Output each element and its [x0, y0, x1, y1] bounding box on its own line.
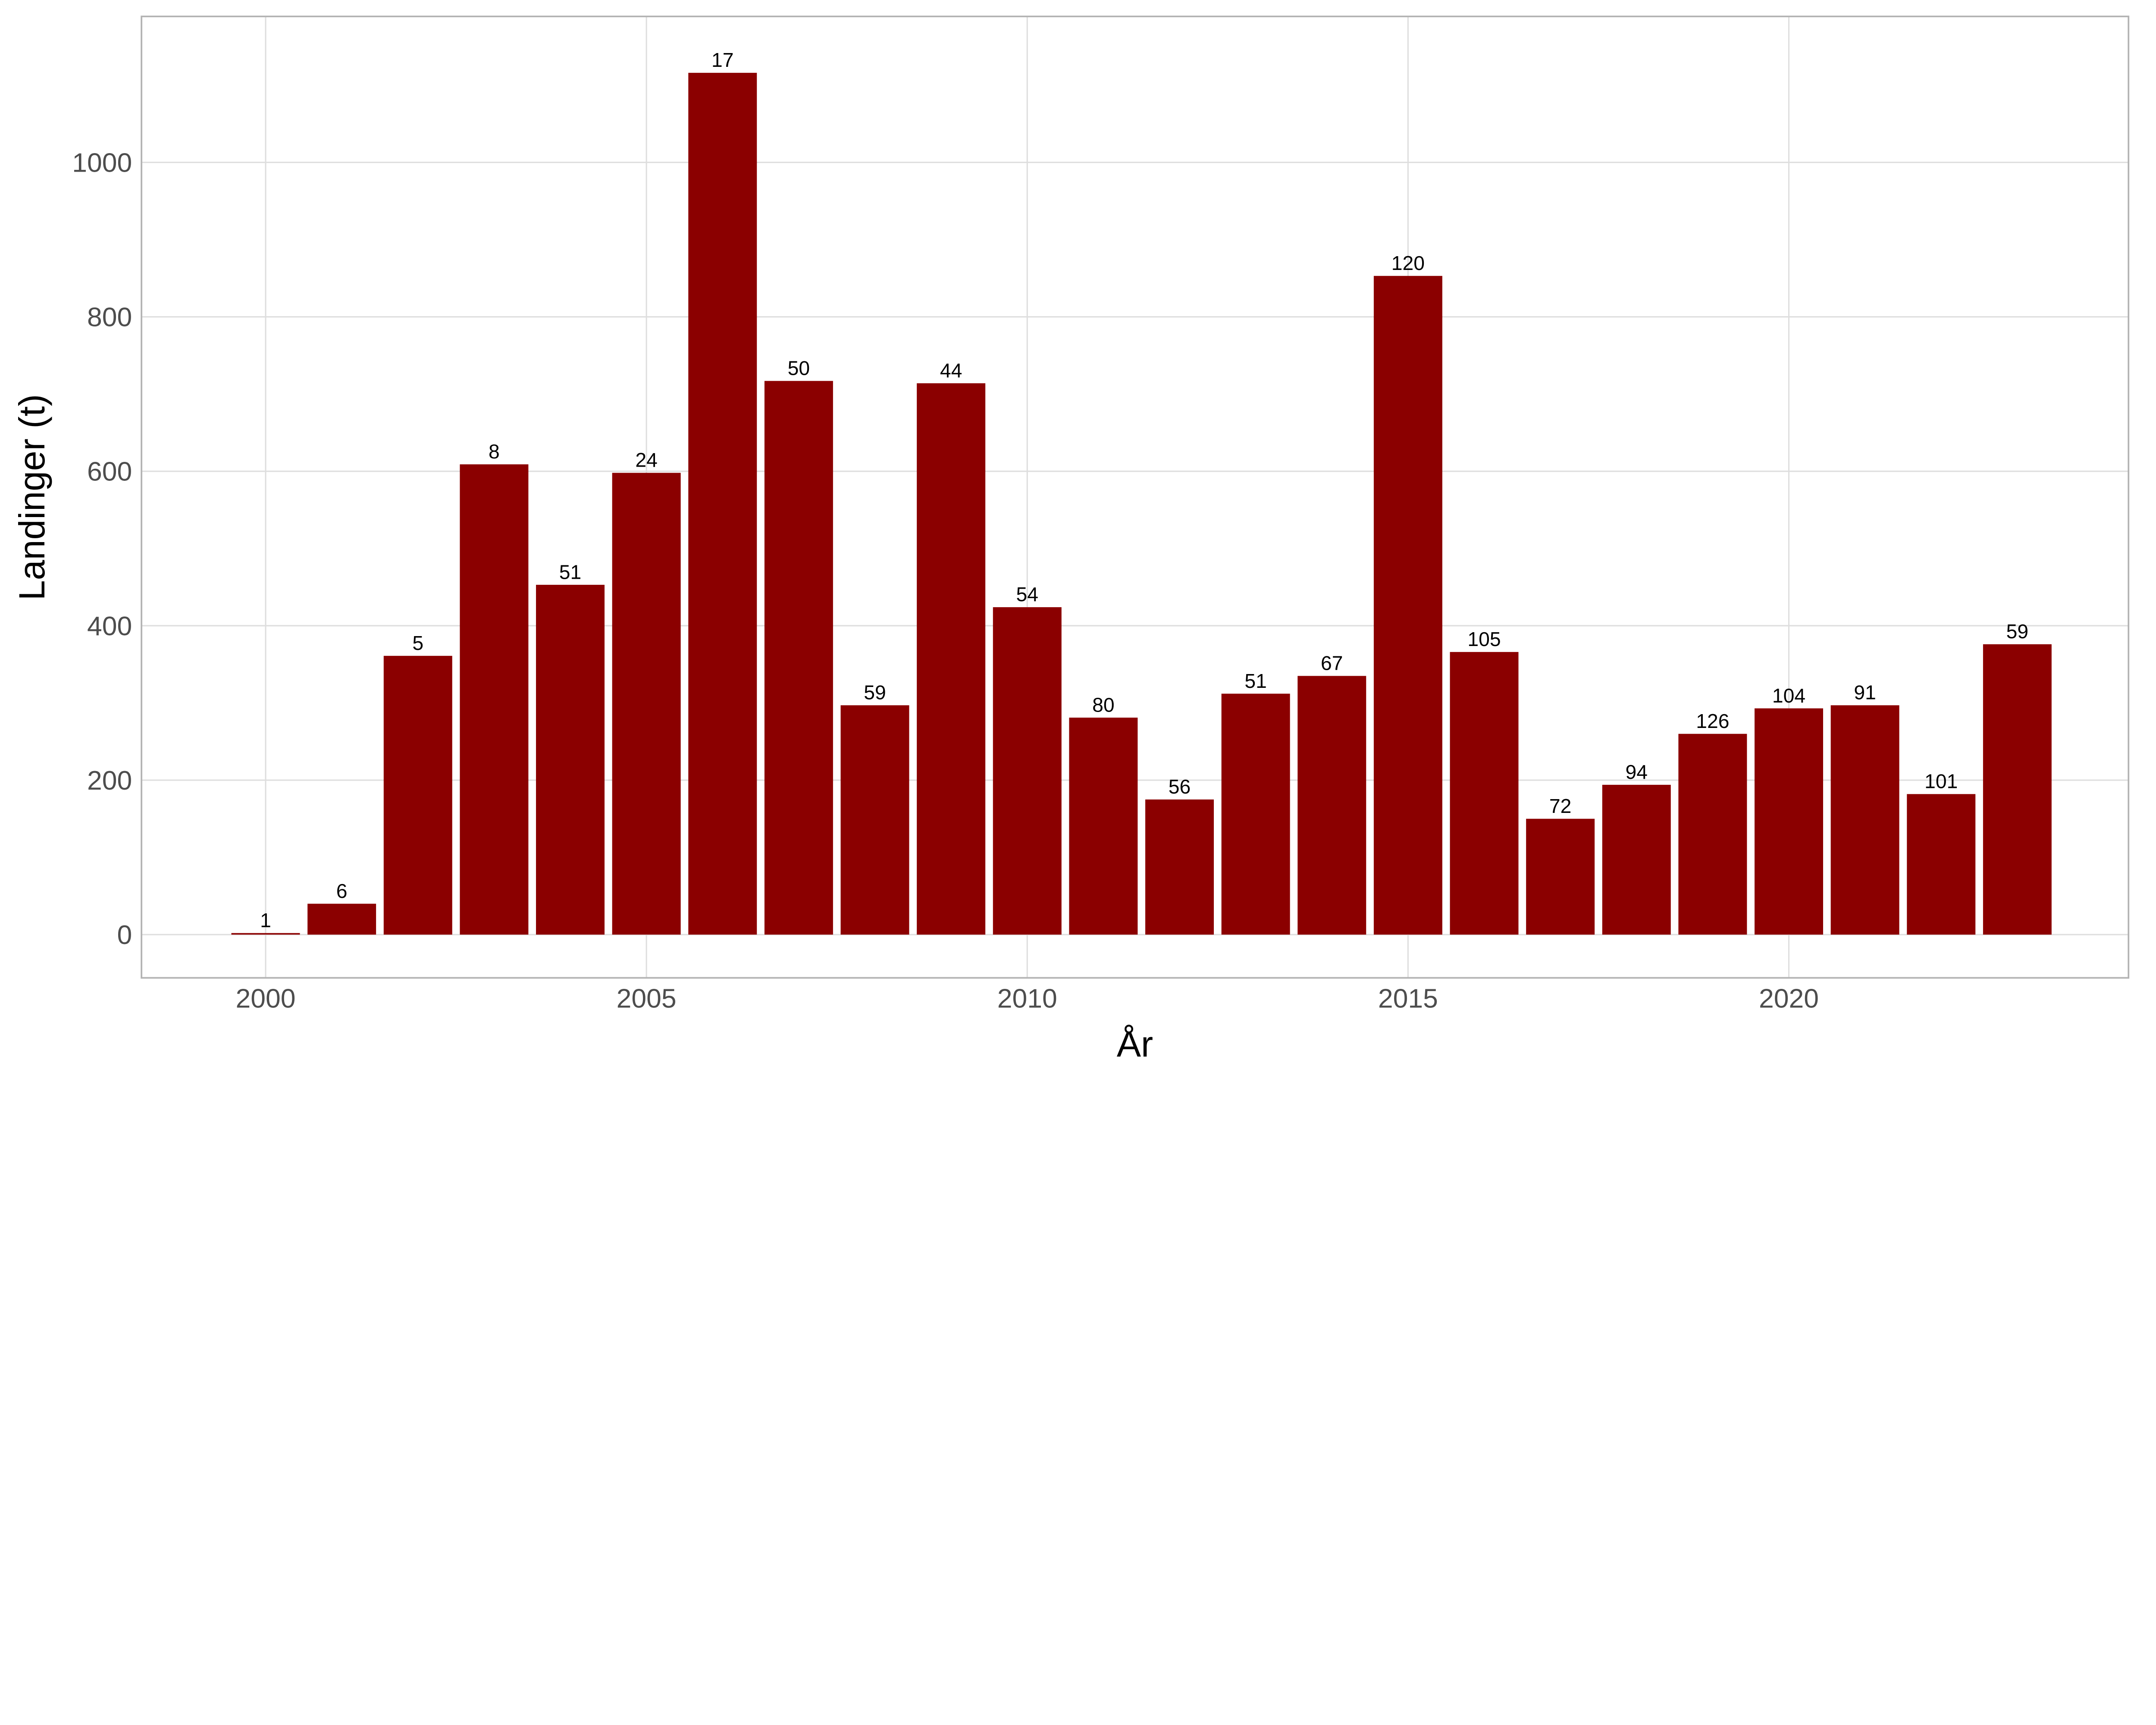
bar-2019: [1678, 734, 1747, 935]
bar-label-2014: 67: [1321, 652, 1343, 674]
x-tick-label: 2010: [997, 983, 1057, 1013]
bar-label-2006: 17: [711, 49, 733, 71]
bar-label-2008: 59: [864, 681, 886, 704]
bars: [231, 72, 2052, 935]
bar-label-2011: 80: [1092, 693, 1114, 716]
bar-2016: [1450, 652, 1519, 935]
y-tick-label: 600: [87, 457, 132, 487]
bar-2023: [1983, 644, 2052, 935]
bar-chart: 1 6 5 8 51 24 17 50 59 44 54 80 56 51 67 120 105 72 94 126 1…: [12, 16, 2130, 1064]
bar-label-2001: 6: [336, 880, 348, 902]
bar-label-2017: 72: [1549, 795, 1571, 817]
bar-label-2023: 59: [2006, 620, 2028, 643]
bar-2017: [1526, 819, 1595, 935]
y-axis-title: Landinger (t): [12, 394, 52, 600]
y-axis-ticks: 0 200 400 600 800 1000: [72, 147, 132, 950]
bar-label-2022: 101: [1924, 770, 1958, 793]
bar-label-2013: 51: [1244, 670, 1266, 692]
bar-2021: [1830, 705, 1899, 935]
bar-2005: [612, 473, 681, 935]
x-tick-label: 2000: [235, 983, 295, 1013]
bar-label-2004: 51: [559, 561, 581, 583]
bar-label-2021: 91: [1854, 681, 1876, 704]
bar-labels: 1 6 5 8 51 24 17 50 59 44 54 80 56 51 67 120 105 72 94 126 1…: [260, 49, 2028, 932]
y-tick-label: 200: [87, 765, 132, 796]
bar-label-2016: 105: [1467, 628, 1501, 650]
bar-2003: [460, 464, 529, 935]
bar-2012: [1145, 799, 1214, 935]
bar-2010: [993, 607, 1062, 935]
x-tick-label: 2020: [1759, 983, 1819, 1013]
bar-2007: [764, 381, 833, 935]
bar-2009: [917, 383, 986, 935]
x-tick-label: 2015: [1378, 983, 1438, 1013]
bar-label-2012: 56: [1169, 775, 1191, 798]
bar-label-2000: 1: [260, 909, 271, 932]
bar-2011: [1069, 718, 1138, 935]
bar-label-2019: 126: [1696, 710, 1729, 732]
x-tick-label: 2005: [617, 983, 677, 1013]
bar-2020: [1755, 708, 1823, 935]
bar-2000: [231, 933, 300, 935]
bar-2006: [688, 72, 757, 935]
bar-label-2002: 5: [412, 632, 423, 654]
y-tick-label: 800: [87, 302, 132, 332]
bar-2001: [307, 903, 376, 935]
bar-label-2010: 54: [1016, 583, 1038, 605]
bar-2002: [383, 656, 452, 935]
x-axis-title: År: [1117, 1024, 1153, 1064]
bar-2008: [840, 705, 909, 935]
bar-2014: [1297, 676, 1366, 935]
bar-2015: [1373, 276, 1442, 935]
bar-label-2007: 50: [788, 357, 810, 380]
bar-label-2005: 24: [635, 449, 657, 471]
x-axis-ticks: 2000 2005 2010 2015 2020: [235, 983, 1819, 1013]
y-tick-label: 0: [117, 920, 132, 950]
bar-label-2009: 44: [940, 359, 962, 382]
bar-2018: [1602, 784, 1671, 935]
bar-label-2020: 104: [1772, 684, 1805, 707]
bar-label-2003: 8: [489, 440, 500, 463]
bar-2022: [1907, 794, 1976, 935]
bar-label-2018: 94: [1626, 761, 1648, 783]
y-tick-label: 1000: [72, 147, 132, 178]
bar-2004: [536, 585, 605, 935]
y-tick-label: 400: [87, 611, 132, 641]
bar-2013: [1221, 693, 1290, 935]
plot-panel-border: [141, 16, 2130, 979]
bar-label-2015: 120: [1391, 252, 1425, 274]
